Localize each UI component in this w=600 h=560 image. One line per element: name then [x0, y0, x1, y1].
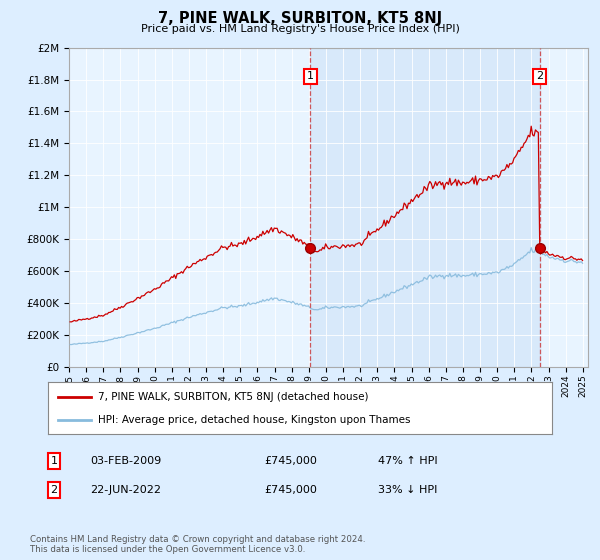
Text: £745,000: £745,000: [264, 456, 317, 466]
Text: 1: 1: [50, 456, 58, 466]
Text: 7, PINE WALK, SURBITON, KT5 8NJ (detached house): 7, PINE WALK, SURBITON, KT5 8NJ (detache…: [98, 392, 369, 402]
Text: 33% ↓ HPI: 33% ↓ HPI: [378, 485, 437, 495]
Text: 1: 1: [307, 71, 314, 81]
Text: 2: 2: [536, 71, 543, 81]
Text: Price paid vs. HM Land Registry's House Price Index (HPI): Price paid vs. HM Land Registry's House …: [140, 24, 460, 34]
Text: 03-FEB-2009: 03-FEB-2009: [90, 456, 161, 466]
Bar: [310, 48, 539, 367]
Text: 47% ↑ HPI: 47% ↑ HPI: [378, 456, 437, 466]
Text: 7, PINE WALK, SURBITON, KT5 8NJ: 7, PINE WALK, SURBITON, KT5 8NJ: [158, 11, 442, 26]
Text: Contains HM Land Registry data © Crown copyright and database right 2024.
This d: Contains HM Land Registry data © Crown c…: [30, 535, 365, 554]
Text: 22-JUN-2022: 22-JUN-2022: [90, 485, 161, 495]
Text: £745,000: £745,000: [264, 485, 317, 495]
Text: 2: 2: [50, 485, 58, 495]
Text: HPI: Average price, detached house, Kingston upon Thames: HPI: Average price, detached house, King…: [98, 414, 411, 424]
